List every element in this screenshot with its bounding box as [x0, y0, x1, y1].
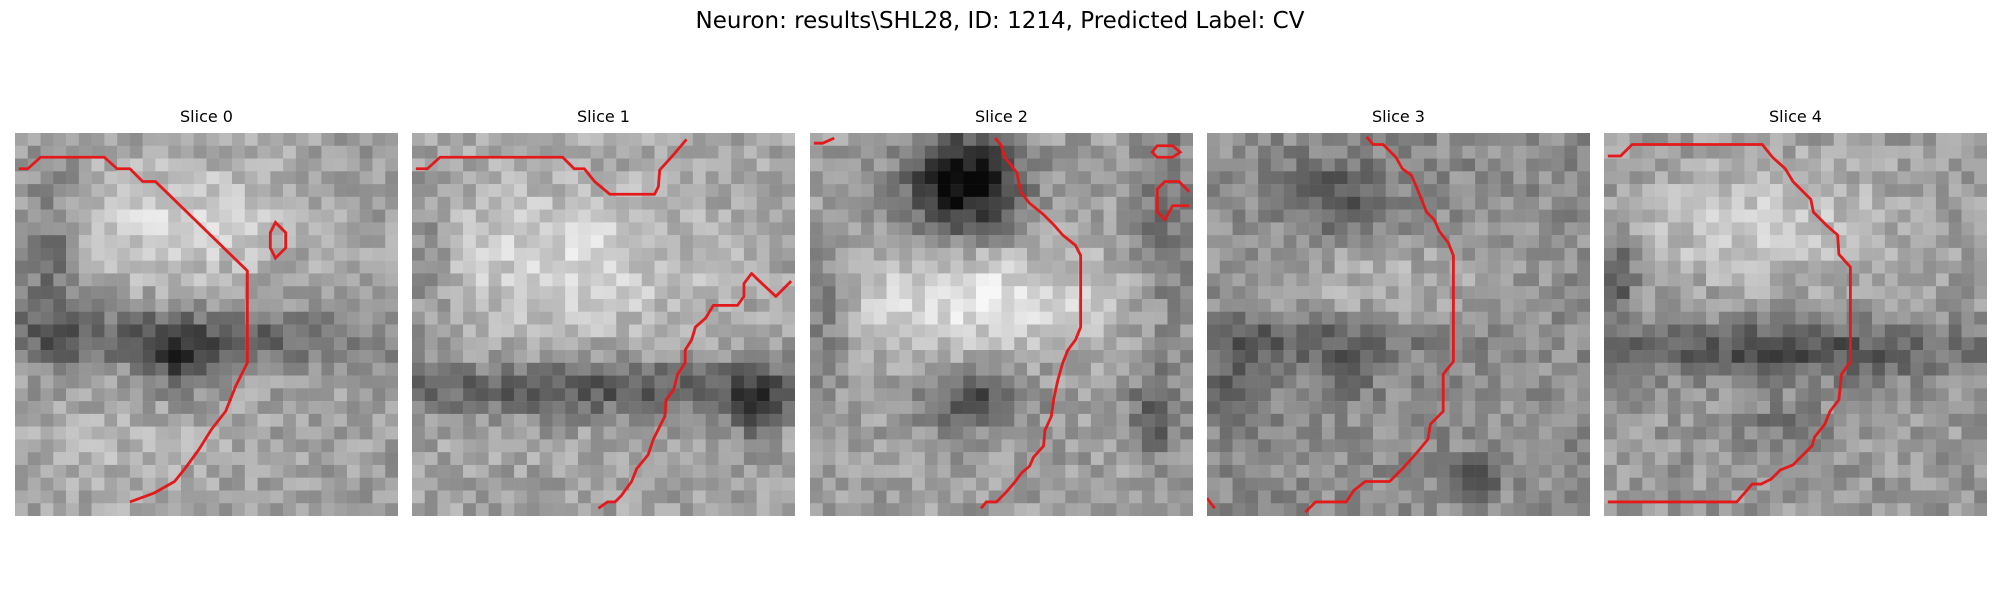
contour-line — [813, 136, 835, 145]
slice-image — [412, 133, 795, 516]
contour-line — [1304, 135, 1455, 514]
pixel-layer — [1604, 133, 1987, 516]
slice-image — [1207, 133, 1590, 516]
pixel-layer — [810, 133, 1193, 516]
slice-title: Slice 1 — [577, 107, 630, 126]
pixel-layer — [1207, 133, 1590, 516]
slice-title: Slice 0 — [180, 107, 233, 126]
contour-line — [1607, 143, 1852, 504]
contour-line — [1155, 180, 1191, 222]
contour-line — [1207, 497, 1216, 510]
contour-line — [979, 137, 1083, 510]
figure-title: Neuron: results\SHL28, ID: 1214, Predict… — [695, 8, 1305, 34]
contour-island — [1150, 144, 1183, 159]
contour-line — [18, 155, 249, 504]
pixel-layer — [412, 133, 795, 516]
contour-line — [597, 272, 793, 510]
slice-title: Slice 3 — [1372, 107, 1425, 126]
slice-title: Slice 4 — [1769, 107, 1822, 126]
contour-line — [415, 138, 688, 196]
slice-title: Slice 2 — [975, 107, 1028, 126]
slice-image — [810, 133, 1193, 516]
slice-image — [1604, 133, 1987, 516]
slice-image — [15, 133, 398, 516]
pixel-layer — [15, 133, 398, 516]
contour-island — [268, 219, 288, 261]
